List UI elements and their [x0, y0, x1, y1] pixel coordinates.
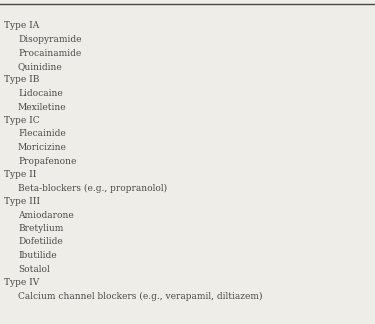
Text: Lidocaine: Lidocaine — [18, 89, 63, 98]
Text: Beta-blockers (e.g., propranolol): Beta-blockers (e.g., propranolol) — [18, 183, 167, 193]
Text: Moricizine: Moricizine — [18, 143, 67, 152]
Text: Calcium channel blockers (e.g., verapamil, diltiazem): Calcium channel blockers (e.g., verapami… — [18, 292, 262, 301]
Text: Type IV: Type IV — [4, 278, 39, 287]
Text: Type II: Type II — [4, 170, 36, 179]
Text: Type III: Type III — [4, 197, 40, 206]
Text: Quinidine: Quinidine — [18, 62, 63, 71]
Text: Mexiletine: Mexiletine — [18, 102, 67, 111]
Text: Procainamide: Procainamide — [18, 49, 81, 57]
Text: Sotalol: Sotalol — [18, 264, 50, 273]
Text: Dofetilide: Dofetilide — [18, 237, 63, 247]
Text: Flecainide: Flecainide — [18, 130, 66, 138]
Text: Propafenone: Propafenone — [18, 156, 76, 166]
Text: Type IC: Type IC — [4, 116, 40, 125]
Text: Type IB: Type IB — [4, 75, 39, 85]
Text: Type IA: Type IA — [4, 21, 39, 30]
Text: Disopyramide: Disopyramide — [18, 35, 81, 44]
Text: Ibutilide: Ibutilide — [18, 251, 57, 260]
Text: Bretylium: Bretylium — [18, 224, 63, 233]
Text: Amiodarone: Amiodarone — [18, 211, 74, 219]
